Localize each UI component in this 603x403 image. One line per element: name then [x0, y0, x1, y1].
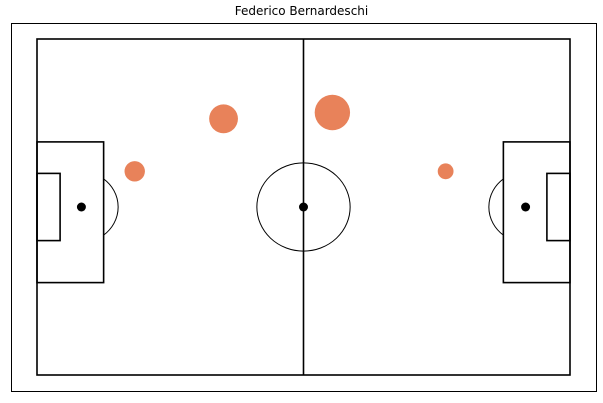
- penalty-spot-right: [521, 202, 531, 212]
- data-point-3: [124, 161, 145, 182]
- six-yard-box-left: [36, 172, 61, 242]
- penalty-arc-left: [103, 178, 119, 236]
- penalty-arc-right: [488, 178, 504, 236]
- data-point-2: [314, 94, 351, 131]
- six-yard-box-right: [546, 172, 571, 242]
- markers: [124, 94, 454, 182]
- penalty-spot-left: [76, 202, 86, 212]
- centre-circle: [256, 162, 351, 252]
- penalty-area-left: [36, 141, 105, 284]
- data-point-4: [437, 163, 454, 180]
- pitch: [36, 38, 571, 376]
- chart-title: Federico Bernardeschi: [234, 4, 369, 18]
- axes-frame: [11, 23, 597, 392]
- data-point-1: [209, 104, 238, 134]
- penalty-area-right: [502, 141, 571, 284]
- centre-spot: [299, 202, 308, 212]
